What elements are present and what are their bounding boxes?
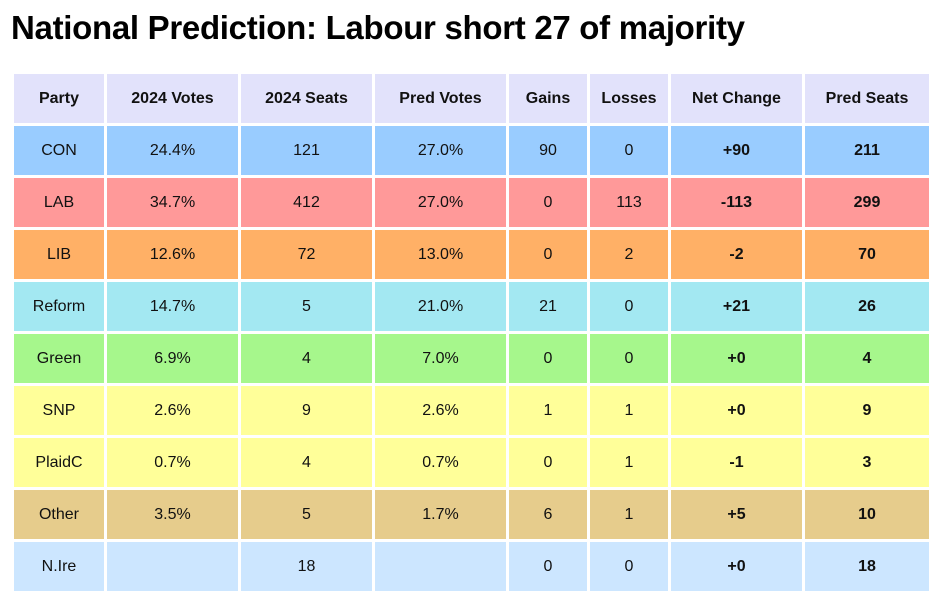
pred-seats-cell: 70 (805, 230, 929, 279)
party-cell: N.Ire (14, 542, 104, 591)
table-body: CON 24.4% 121 27.0% 90 0 +90 211 LAB 34.7% 412 27.0… (14, 126, 929, 591)
gains-cell: 0 (509, 542, 587, 591)
pred-votes-cell: 27.0% (375, 126, 506, 175)
gains-cell: 0 (509, 334, 587, 383)
pred-votes-cell: 7.0% (375, 334, 506, 383)
results-table: Party 2024 Votes 2024 Seats Pred Votes G… (11, 71, 930, 594)
table-row: N.Ire 18 0 0 +0 18 (14, 542, 929, 591)
net-change-cell: +0 (671, 542, 802, 591)
party-cell: SNP (14, 386, 104, 435)
pred-votes-cell (375, 542, 506, 591)
pred-votes-cell: 2.6% (375, 386, 506, 435)
net-change-cell: -113 (671, 178, 802, 227)
net-change-cell: +0 (671, 334, 802, 383)
pred-seats-cell: 9 (805, 386, 929, 435)
pred-seats-cell: 26 (805, 282, 929, 331)
gains-cell: 21 (509, 282, 587, 331)
column-header-net-change[interactable]: Net Change (671, 74, 802, 123)
net-change-cell: +21 (671, 282, 802, 331)
pred-seats-cell: 3 (805, 438, 929, 487)
seats-2024-cell: 5 (241, 282, 372, 331)
net-change-cell: +0 (671, 386, 802, 435)
losses-cell: 0 (590, 126, 668, 175)
votes-2024-cell (107, 542, 238, 591)
votes-2024-cell: 34.7% (107, 178, 238, 227)
column-header-gains[interactable]: Gains (509, 74, 587, 123)
votes-2024-cell: 3.5% (107, 490, 238, 539)
net-change-cell: -2 (671, 230, 802, 279)
table-row: Green 6.9% 4 7.0% 0 0 +0 4 (14, 334, 929, 383)
table-row: SNP 2.6% 9 2.6% 1 1 +0 9 (14, 386, 929, 435)
net-change-cell: +90 (671, 126, 802, 175)
table-row: CON 24.4% 121 27.0% 90 0 +90 211 (14, 126, 929, 175)
seats-2024-cell: 412 (241, 178, 372, 227)
column-header-pred-seats[interactable]: Pred Seats (805, 74, 929, 123)
losses-cell: 0 (590, 334, 668, 383)
pred-votes-cell: 1.7% (375, 490, 506, 539)
losses-cell: 2 (590, 230, 668, 279)
losses-cell: 1 (590, 490, 668, 539)
table-row: Reform 14.7% 5 21.0% 21 0 +21 26 (14, 282, 929, 331)
votes-2024-cell: 2.6% (107, 386, 238, 435)
party-cell: PlaidC (14, 438, 104, 487)
gains-cell: 0 (509, 230, 587, 279)
seats-2024-cell: 4 (241, 438, 372, 487)
losses-cell: 0 (590, 282, 668, 331)
column-header-2024-votes[interactable]: 2024 Votes (107, 74, 238, 123)
net-change-cell: +5 (671, 490, 802, 539)
pred-votes-cell: 13.0% (375, 230, 506, 279)
gains-cell: 6 (509, 490, 587, 539)
losses-cell: 1 (590, 386, 668, 435)
gains-cell: 0 (509, 178, 587, 227)
seats-2024-cell: 5 (241, 490, 372, 539)
table-row: Other 3.5% 5 1.7% 6 1 +5 10 (14, 490, 929, 539)
losses-cell: 0 (590, 542, 668, 591)
votes-2024-cell: 12.6% (107, 230, 238, 279)
column-header-2024-seats[interactable]: 2024 Seats (241, 74, 372, 123)
table-header: Party 2024 Votes 2024 Seats Pred Votes G… (14, 74, 929, 123)
net-change-cell: -1 (671, 438, 802, 487)
pred-votes-cell: 21.0% (375, 282, 506, 331)
seats-2024-cell: 18 (241, 542, 372, 591)
pred-seats-cell: 299 (805, 178, 929, 227)
gains-cell: 0 (509, 438, 587, 487)
seats-2024-cell: 9 (241, 386, 372, 435)
party-cell: LAB (14, 178, 104, 227)
table-row: LIB 12.6% 72 13.0% 0 2 -2 70 (14, 230, 929, 279)
votes-2024-cell: 24.4% (107, 126, 238, 175)
party-cell: Other (14, 490, 104, 539)
table-row: PlaidC 0.7% 4 0.7% 0 1 -1 3 (14, 438, 929, 487)
header-row: Party 2024 Votes 2024 Seats Pred Votes G… (14, 74, 929, 123)
pred-seats-cell: 10 (805, 490, 929, 539)
column-header-losses[interactable]: Losses (590, 74, 668, 123)
column-header-party[interactable]: Party (14, 74, 104, 123)
party-cell: CON (14, 126, 104, 175)
gains-cell: 90 (509, 126, 587, 175)
party-cell: Reform (14, 282, 104, 331)
seats-2024-cell: 4 (241, 334, 372, 383)
gains-cell: 1 (509, 386, 587, 435)
party-cell: LIB (14, 230, 104, 279)
column-header-pred-votes[interactable]: Pred Votes (375, 74, 506, 123)
table-row: LAB 34.7% 412 27.0% 0 113 -113 299 (14, 178, 929, 227)
party-cell: Green (14, 334, 104, 383)
votes-2024-cell: 6.9% (107, 334, 238, 383)
pred-votes-cell: 0.7% (375, 438, 506, 487)
pred-votes-cell: 27.0% (375, 178, 506, 227)
pred-seats-cell: 4 (805, 334, 929, 383)
votes-2024-cell: 0.7% (107, 438, 238, 487)
losses-cell: 113 (590, 178, 668, 227)
pred-seats-cell: 211 (805, 126, 929, 175)
pred-seats-cell: 18 (805, 542, 929, 591)
losses-cell: 1 (590, 438, 668, 487)
seats-2024-cell: 121 (241, 126, 372, 175)
page-title: National Prediction: Labour short 27 of … (11, 9, 745, 46)
seats-2024-cell: 72 (241, 230, 372, 279)
votes-2024-cell: 14.7% (107, 282, 238, 331)
